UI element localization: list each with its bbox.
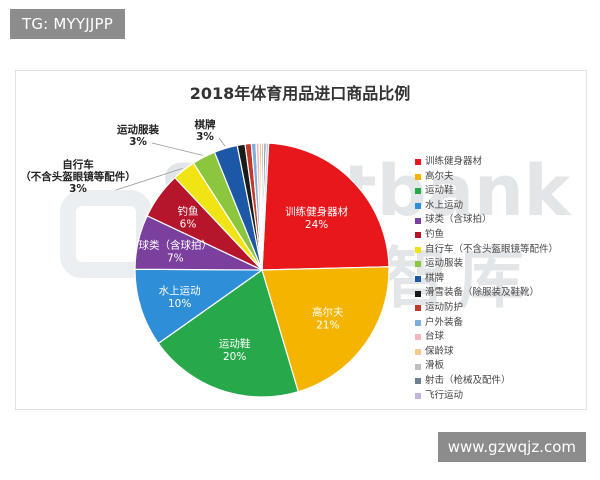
legend-swatch [415,261,421,268]
legend-label: 滑板 [425,360,445,372]
slice-pct-7: 3% [129,136,147,148]
legend-label: 棋牌 [425,272,445,284]
slice-label-1: 高尔夫 [312,306,344,319]
legend-label: 运动防护 [425,301,464,313]
legend-item-5: 钓鱼 [415,228,590,243]
legend-label: 户外装备 [425,316,464,328]
legend-item-9: 滑雪装备（除服装及鞋靴） [415,286,590,301]
legend-label: 台球 [425,331,445,343]
legend-label: 水上运动 [425,199,464,211]
legend-label: 高尔夫 [425,170,454,182]
leader-line-6 [115,167,183,191]
legend-swatch [415,188,421,195]
chart-title: 2018年体育用品进口商品比例 [189,84,411,103]
source-tag: TG: MYYJJPP [10,9,126,39]
slice-label-2: 运动鞋 [219,337,251,350]
legend-item-3: 水上运动 [415,199,590,214]
legend-item-2: 运动鞋 [415,184,590,199]
slice-pct-5: 6% [180,218,197,230]
legend-swatch [415,319,421,326]
legend-item-12: 台球 [415,330,590,345]
legend-swatch [415,232,421,239]
legend-swatch [415,290,421,297]
leader-line-8 [218,137,226,147]
legend-swatch [415,349,421,356]
legend-swatch [415,276,421,283]
legend-label: 运动服装 [425,258,464,270]
slice-pct-1: 21% [316,320,339,332]
legend-swatch [415,246,421,253]
legend-item-11: 户外装备 [415,316,590,331]
legend-item-16: 飞行运动 [415,389,590,404]
slice-pct-6: 3% [69,183,87,195]
pie-slice-2 [157,269,300,398]
legend-label: 射击（枪械及配件） [425,374,511,386]
legend-label: 训练健身器材 [425,156,483,167]
footer-url[interactable]: www.gzwqjz.com [437,432,586,462]
legend-swatch [415,173,421,180]
legend-swatch [415,305,421,312]
legend-item-10: 运动防护 [415,301,590,316]
legend-swatch [415,217,421,224]
legend-swatch [415,203,421,210]
slice-pct-3: 10% [168,298,191,310]
slice-label-3: 水上运动 [159,285,201,297]
slice-sublabel-6: （不含头盔眼镜等配件） [20,170,136,183]
legend-item-13: 保龄球 [415,345,590,360]
legend-item-15: 射击（枪械及配件） [415,374,590,389]
legend-swatch [415,159,421,166]
legend-item-1: 高尔夫 [415,170,590,185]
legend-item-4: 球类（含球拍） [415,213,590,228]
legend-item-7: 运动服装 [415,257,590,272]
legend-label: 滑雪装备（除服装及鞋靴） [425,287,540,299]
legend-label: 飞行运动 [425,389,464,401]
legend-swatch [415,363,421,370]
legend-item-0: 训练健身器材 [415,155,590,170]
pie-slice-16 [261,142,270,271]
legend-label: 运动鞋 [425,185,454,197]
slice-label-6: 自行车 [62,158,94,171]
slice-pct-2: 20% [223,351,246,363]
slice-label-7: 运动服装 [117,123,159,136]
legend-label: 自行车（不含头盔眼镜等配件） [425,243,559,255]
pie-slice-0 [261,142,390,271]
legend-item-8: 棋牌 [415,272,590,287]
slice-pct-4: 7% [167,252,184,264]
legend-swatch [415,392,421,399]
legend-item-6: 自行车（不含头盔眼镜等配件） [415,243,590,258]
slice-label-4: 球类（含球拍） [139,238,213,251]
slice-pct-0: 24% [305,219,328,231]
slice-label-8: 棋牌 [194,118,216,131]
legend-swatch [415,334,421,341]
leader-line-7 [151,142,203,156]
chart-legend: 训练健身器材 高尔夫运动鞋水上运动球类（含球拍） 钓鱼自行车（不含头盔眼镜等配件） 运… [415,155,590,403]
legend-swatch [415,378,421,385]
slice-label-5: 钓鱼 [177,204,198,217]
pie-slice-3 [134,268,264,345]
slice-pct-8: 3% [196,131,214,143]
pie-slice-1 [261,266,390,393]
legend-label: 球类（含球拍） [425,214,492,226]
slice-label-0: 训练健身器材 [285,205,348,218]
legend-label: 保龄球 [425,345,454,357]
legend-label: 钓鱼 [425,228,445,240]
legend-item-14: 滑板 [415,359,590,374]
